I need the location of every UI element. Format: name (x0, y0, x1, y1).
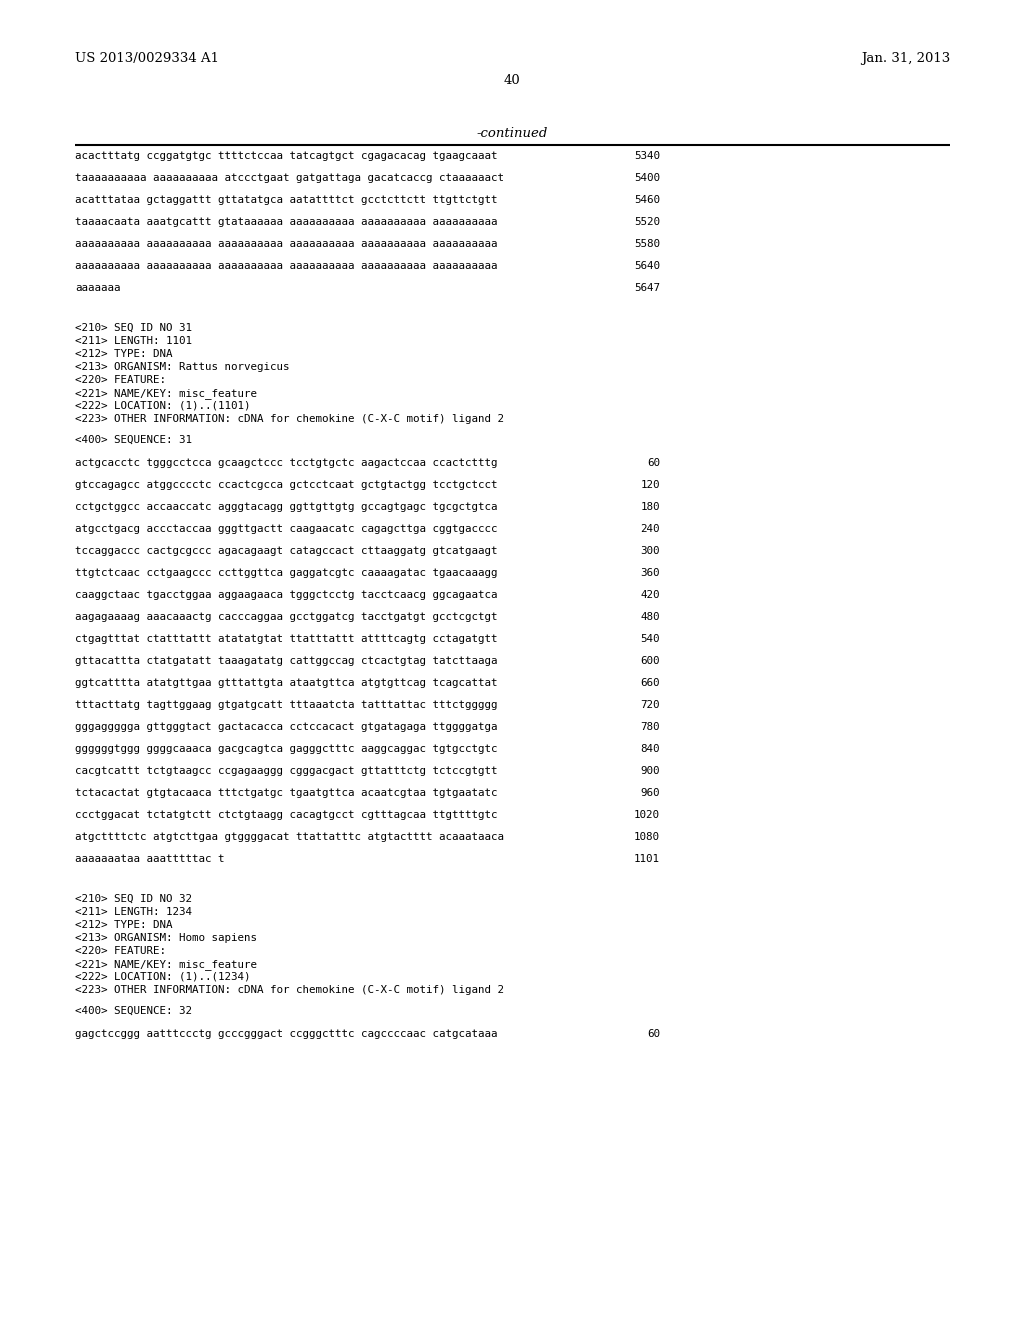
Text: <222> LOCATION: (1)..(1101): <222> LOCATION: (1)..(1101) (75, 401, 251, 411)
Text: acactttatg ccggatgtgc ttttctccaa tatcagtgct cgagacacag tgaagcaaat: acactttatg ccggatgtgc ttttctccaa tatcagt… (75, 150, 498, 161)
Text: tctacactat gtgtacaaca tttctgatgc tgaatgttca acaatcgtaa tgtgaatatc: tctacactat gtgtacaaca tttctgatgc tgaatgt… (75, 788, 498, 797)
Text: 5647: 5647 (634, 282, 660, 293)
Text: <212> TYPE: DNA: <212> TYPE: DNA (75, 348, 172, 359)
Text: gttacattta ctatgatatt taaagatatg cattggccag ctcactgtag tatcttaaga: gttacattta ctatgatatt taaagatatg cattggc… (75, 656, 498, 665)
Text: 60: 60 (647, 458, 660, 467)
Text: 5400: 5400 (634, 173, 660, 183)
Text: 5520: 5520 (634, 216, 660, 227)
Text: 5340: 5340 (634, 150, 660, 161)
Text: ggggggtggg ggggcaaaca gacgcagtca gagggctttc aaggcaggac tgtgcctgtc: ggggggtggg ggggcaaaca gacgcagtca gagggct… (75, 743, 498, 754)
Text: 900: 900 (640, 766, 660, 776)
Text: aaaaaaataa aaatttttac t: aaaaaaataa aaatttttac t (75, 854, 224, 863)
Text: gtccagagcc atggcccctc ccactcgcca gctcctcaat gctgtactgg tcctgctcct: gtccagagcc atggcccctc ccactcgcca gctcctc… (75, 479, 498, 490)
Text: aaaaaaaaaa aaaaaaaaaa aaaaaaaaaa aaaaaaaaaa aaaaaaaaaa aaaaaaaaaa: aaaaaaaaaa aaaaaaaaaa aaaaaaaaaa aaaaaaa… (75, 261, 498, 271)
Text: 960: 960 (640, 788, 660, 797)
Text: gggaggggga gttgggtact gactacacca cctccacact gtgatagaga ttggggatga: gggaggggga gttgggtact gactacacca cctccac… (75, 722, 498, 731)
Text: 40: 40 (504, 74, 520, 87)
Text: 1101: 1101 (634, 854, 660, 863)
Text: acatttataa gctaggattt gttatatgca aatattttct gcctcttctt ttgttctgtt: acatttataa gctaggattt gttatatgca aatattt… (75, 195, 498, 205)
Text: <223> OTHER INFORMATION: cDNA for chemokine (C-X-C motif) ligand 2: <223> OTHER INFORMATION: cDNA for chemok… (75, 985, 504, 995)
Text: gagctccggg aatttccctg gcccgggact ccgggctttc cagccccaac catgcataaa: gagctccggg aatttccctg gcccgggact ccgggct… (75, 1028, 498, 1039)
Text: cctgctggcc accaaccatc agggtacagg ggttgttgtg gccagtgagc tgcgctgtca: cctgctggcc accaaccatc agggtacagg ggttgtt… (75, 502, 498, 512)
Text: <211> LENGTH: 1234: <211> LENGTH: 1234 (75, 907, 193, 917)
Text: <221> NAME/KEY: misc_feature: <221> NAME/KEY: misc_feature (75, 388, 257, 399)
Text: 420: 420 (640, 590, 660, 599)
Text: <400> SEQUENCE: 32: <400> SEQUENCE: 32 (75, 1006, 193, 1015)
Text: <212> TYPE: DNA: <212> TYPE: DNA (75, 920, 172, 929)
Text: 840: 840 (640, 743, 660, 754)
Text: ctgagtttat ctatttattt atatatgtat ttatttattt attttcagtg cctagatgtt: ctgagtttat ctatttattt atatatgtat ttattta… (75, 634, 498, 644)
Text: 300: 300 (640, 545, 660, 556)
Text: ggtcatttta atatgttgaa gtttattgta ataatgttca atgtgttcag tcagcattat: ggtcatttta atatgttgaa gtttattgta ataatgt… (75, 677, 498, 688)
Text: 5640: 5640 (634, 261, 660, 271)
Text: tttacttatg tagttggaag gtgatgcatt tttaaatcta tatttattac tttctggggg: tttacttatg tagttggaag gtgatgcatt tttaaat… (75, 700, 498, 710)
Text: 5580: 5580 (634, 239, 660, 249)
Text: 480: 480 (640, 611, 660, 622)
Text: 5460: 5460 (634, 195, 660, 205)
Text: aaaaaaa: aaaaaaa (75, 282, 121, 293)
Text: 1080: 1080 (634, 832, 660, 842)
Text: aagagaaaag aaacaaactg cacccaggaa gcctggatcg tacctgatgt gcctcgctgt: aagagaaaag aaacaaactg cacccaggaa gcctgga… (75, 611, 498, 622)
Text: ttgtctcaac cctgaagccc ccttggttca gaggatcgtc caaaagatac tgaacaaagg: ttgtctcaac cctgaagccc ccttggttca gaggatc… (75, 568, 498, 578)
Text: <210> SEQ ID NO 31: <210> SEQ ID NO 31 (75, 323, 193, 333)
Text: ccctggacat tctatgtctt ctctgtaagg cacagtgcct cgtttagcaa ttgttttgtc: ccctggacat tctatgtctt ctctgtaagg cacagtg… (75, 809, 498, 820)
Text: <213> ORGANISM: Homo sapiens: <213> ORGANISM: Homo sapiens (75, 933, 257, 942)
Text: 1020: 1020 (634, 809, 660, 820)
Text: 780: 780 (640, 722, 660, 731)
Text: caaggctaac tgacctggaa aggaagaaca tgggctcctg tacctcaacg ggcagaatca: caaggctaac tgacctggaa aggaagaaca tgggctc… (75, 590, 498, 599)
Text: 120: 120 (640, 479, 660, 490)
Text: <210> SEQ ID NO 32: <210> SEQ ID NO 32 (75, 894, 193, 904)
Text: atgcttttctc atgtcttgaa gtggggacat ttattatttc atgtactttt acaaataaca: atgcttttctc atgtcttgaa gtggggacat ttatta… (75, 832, 504, 842)
Text: cacgtcattt tctgtaagcc ccgagaaggg cgggacgact gttatttctg tctccgtgtt: cacgtcattt tctgtaagcc ccgagaaggg cgggacg… (75, 766, 498, 776)
Text: Jan. 31, 2013: Jan. 31, 2013 (861, 51, 950, 65)
Text: 240: 240 (640, 524, 660, 533)
Text: <220> FEATURE:: <220> FEATURE: (75, 375, 166, 385)
Text: atgcctgacg accctaccaa gggttgactt caagaacatc cagagcttga cggtgacccc: atgcctgacg accctaccaa gggttgactt caagaac… (75, 524, 498, 533)
Text: 60: 60 (647, 1028, 660, 1039)
Text: tccaggaccc cactgcgccc agacagaagt catagccact cttaaggatg gtcatgaagt: tccaggaccc cactgcgccc agacagaagt catagcc… (75, 545, 498, 556)
Text: US 2013/0029334 A1: US 2013/0029334 A1 (75, 51, 219, 65)
Text: <222> LOCATION: (1)..(1234): <222> LOCATION: (1)..(1234) (75, 972, 251, 982)
Text: <220> FEATURE:: <220> FEATURE: (75, 946, 166, 956)
Text: aaaaaaaaaa aaaaaaaaaa aaaaaaaaaa aaaaaaaaaa aaaaaaaaaa aaaaaaaaaa: aaaaaaaaaa aaaaaaaaaa aaaaaaaaaa aaaaaaa… (75, 239, 498, 249)
Text: <213> ORGANISM: Rattus norvegicus: <213> ORGANISM: Rattus norvegicus (75, 362, 290, 372)
Text: -continued: -continued (476, 127, 548, 140)
Text: <223> OTHER INFORMATION: cDNA for chemokine (C-X-C motif) ligand 2: <223> OTHER INFORMATION: cDNA for chemok… (75, 414, 504, 424)
Text: actgcacctc tgggcctcca gcaagctccc tcctgtgctc aagactccaa ccactctttg: actgcacctc tgggcctcca gcaagctccc tcctgtg… (75, 458, 498, 467)
Text: taaaacaata aaatgcattt gtataaaaaa aaaaaaaaaa aaaaaaaaaa aaaaaaaaaa: taaaacaata aaatgcattt gtataaaaaa aaaaaaa… (75, 216, 498, 227)
Text: 180: 180 (640, 502, 660, 512)
Text: <221> NAME/KEY: misc_feature: <221> NAME/KEY: misc_feature (75, 958, 257, 970)
Text: <400> SEQUENCE: 31: <400> SEQUENCE: 31 (75, 434, 193, 445)
Text: 540: 540 (640, 634, 660, 644)
Text: 360: 360 (640, 568, 660, 578)
Text: <211> LENGTH: 1101: <211> LENGTH: 1101 (75, 337, 193, 346)
Text: 600: 600 (640, 656, 660, 665)
Text: taaaaaaaaaa aaaaaaaaaa atccctgaat gatgattaga gacatcaccg ctaaaaaact: taaaaaaaaaa aaaaaaaaaa atccctgaat gatgat… (75, 173, 504, 183)
Text: 720: 720 (640, 700, 660, 710)
Text: 660: 660 (640, 677, 660, 688)
